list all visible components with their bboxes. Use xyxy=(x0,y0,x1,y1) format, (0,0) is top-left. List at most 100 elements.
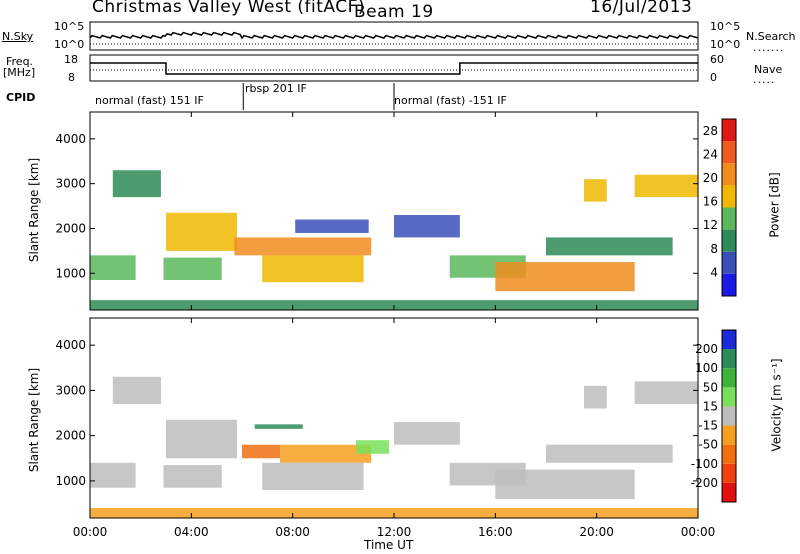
echo-region xyxy=(495,469,635,499)
colorbar-cell xyxy=(722,387,736,407)
nsearch-tick-top: 10^5 xyxy=(710,20,741,33)
echo-region xyxy=(234,237,372,256)
y-tick-label: 4000 xyxy=(55,132,86,146)
colorbar-tick-label: 28 xyxy=(703,124,718,138)
echo-region xyxy=(90,255,136,280)
y-tick-label: 1000 xyxy=(55,474,86,488)
x-tick-label: 16:00 xyxy=(478,525,513,539)
cpid-segment-3: normal (fast) -151 IF xyxy=(394,94,507,107)
echo-region xyxy=(546,444,673,463)
colorbar-tick-label: 12 xyxy=(703,218,718,232)
cpid-segment-1: normal (fast) 151 IF xyxy=(95,94,204,107)
colorbar-tick-label: -100 xyxy=(691,457,718,471)
colorbar-tick-label: -15 xyxy=(698,419,718,433)
colorbar-tick-label: 50 xyxy=(703,380,718,394)
nsearch-label: N.Search xyxy=(746,30,796,43)
nsky-label: N.Sky xyxy=(2,30,34,43)
echo-region xyxy=(634,174,698,198)
date-title: 16/Jul/2013 xyxy=(590,0,693,17)
echo-region xyxy=(634,381,698,404)
echo-region xyxy=(112,170,161,198)
colorbar-cell xyxy=(722,330,736,350)
nsky-panel-frame xyxy=(89,21,699,51)
colorbar-tick-label: 24 xyxy=(703,147,718,161)
nsearch-dotted-legend: ······· xyxy=(753,44,785,57)
echo-region xyxy=(394,215,460,238)
freq-panel-frame xyxy=(89,54,699,82)
y-tick-label: 2000 xyxy=(55,429,86,443)
colorbar-tick-label: -200 xyxy=(691,476,718,490)
colorbar-cell xyxy=(722,141,736,164)
colorbar-frame xyxy=(721,329,737,503)
colorbar-cell xyxy=(722,251,736,274)
colorbar-tick-label: 200 xyxy=(695,342,718,356)
echo-region xyxy=(280,444,372,463)
y-tick-label: 2000 xyxy=(55,221,86,235)
x-tick-label: 12:00 xyxy=(377,525,412,539)
echo-region xyxy=(163,257,222,280)
nsky-tick-bottom: 10^0 xyxy=(54,38,85,51)
x-tick-label: 08:00 xyxy=(275,525,310,539)
nave-label: Nave xyxy=(754,63,783,76)
echo-region xyxy=(166,212,237,251)
echo-region xyxy=(112,376,161,404)
colorbar-cell xyxy=(722,444,736,464)
colorbar-cell xyxy=(722,349,736,369)
x-tick-label: 04:00 xyxy=(174,525,209,539)
echo-region xyxy=(254,424,303,429)
nsky-tick-top: 10^5 xyxy=(54,20,85,33)
cpid-segment-2: rbsp 201 IF xyxy=(245,82,307,95)
freq-unit-label: [MHz] xyxy=(3,66,36,79)
echo-region xyxy=(166,419,237,459)
nsearch-tick-bottom: 10^0 xyxy=(710,38,741,51)
echo-region xyxy=(356,440,389,454)
x-tick-label: 00:00 xyxy=(73,525,108,539)
cpid-label: CPID xyxy=(6,91,36,104)
echo-region xyxy=(163,465,222,488)
station-title: Christmas Valley West (fitACF) xyxy=(92,0,366,17)
colorbar-tick-label: -50 xyxy=(698,438,718,452)
echo-region xyxy=(262,255,364,283)
xlabel: Time UT xyxy=(364,538,414,552)
colorbar-cell xyxy=(722,119,736,142)
echo-region xyxy=(394,422,460,445)
colorbar-tick-label: 8 xyxy=(710,242,718,256)
colorbar-cell xyxy=(722,163,736,186)
freq-tick-bottom: 8 xyxy=(68,71,75,84)
colorbar-tick-label: 15 xyxy=(703,399,718,413)
colorbar-tick-label: 20 xyxy=(703,171,718,185)
colorbar-cell xyxy=(722,273,736,296)
colorbar-cell xyxy=(722,482,736,502)
echo-region xyxy=(546,237,673,256)
colorbar-tick-label: 16 xyxy=(703,195,718,209)
echo-region xyxy=(295,219,369,233)
echo-region xyxy=(90,462,136,488)
y-tick-label: 1000 xyxy=(55,266,86,280)
colorbar-cell xyxy=(722,368,736,388)
colorbar-tick-label: 4 xyxy=(710,265,718,279)
x-tick-label: 00:00 xyxy=(681,525,716,539)
colorbar-cell xyxy=(722,463,736,483)
beam-title: Beam 19 xyxy=(354,2,434,22)
freq-line xyxy=(90,62,698,75)
echo-region xyxy=(584,179,607,202)
colorbar-frame xyxy=(721,118,737,297)
x-tick-label: 20:00 xyxy=(579,525,614,539)
colorbar-cell xyxy=(722,229,736,252)
colorbar-cell xyxy=(722,185,736,208)
nsky-line xyxy=(89,31,699,40)
y-tick-label: 4000 xyxy=(55,338,86,352)
echo-region xyxy=(495,262,635,292)
echo-region xyxy=(262,462,364,490)
colorbar-cell xyxy=(722,425,736,445)
y-tick-label: 3000 xyxy=(55,177,86,191)
nave-tick-top: 60 xyxy=(710,53,724,66)
echo-region xyxy=(242,444,280,459)
y-tick-label: 3000 xyxy=(55,383,86,397)
nave-tick-bottom: 0 xyxy=(710,71,717,84)
colorbar-cell xyxy=(722,207,736,230)
colorbar-tick-label: 100 xyxy=(695,361,718,375)
freq-tick-top: 18 xyxy=(64,53,78,66)
freq-label: Freq. xyxy=(6,55,34,68)
